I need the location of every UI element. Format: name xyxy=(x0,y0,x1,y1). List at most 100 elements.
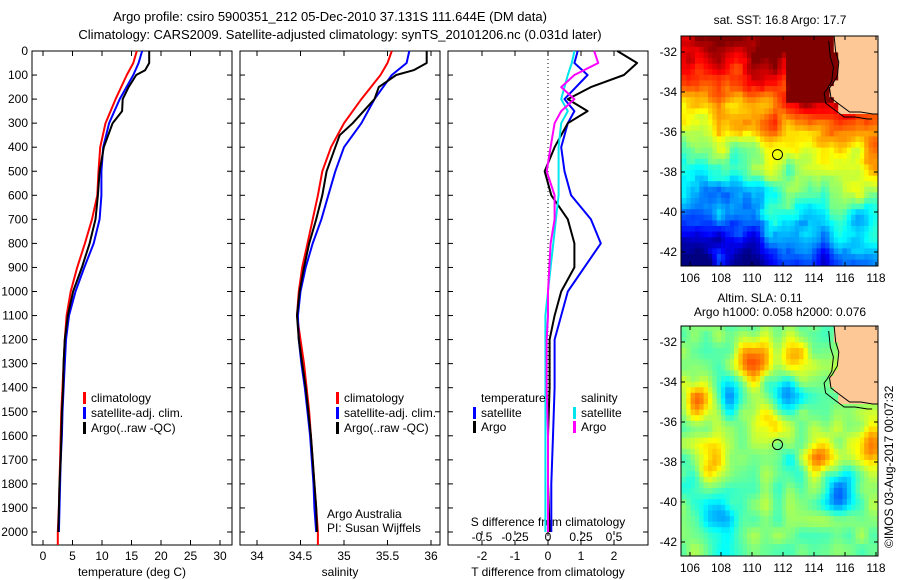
heatmap-cell xyxy=(755,510,761,517)
heatmap-cell xyxy=(838,353,843,360)
heatmap-cell xyxy=(855,448,861,455)
heatmap-cell xyxy=(803,102,809,109)
heatmap-cell xyxy=(794,198,800,205)
heatmap-cell xyxy=(751,392,757,399)
heatmap-cell xyxy=(872,420,878,427)
heatmap-cell xyxy=(721,198,726,205)
heatmap-cell xyxy=(799,398,804,405)
heatmap-cell xyxy=(703,426,709,433)
heatmap-cell xyxy=(699,387,705,394)
heatmap-cell xyxy=(807,192,813,199)
heatmap-cell xyxy=(712,454,718,461)
heatmap-cell xyxy=(695,181,700,188)
heatmap-cell xyxy=(851,544,856,551)
heatmap-cell xyxy=(738,164,744,171)
heatmap-cell xyxy=(681,198,687,205)
heatmap-cell xyxy=(868,443,874,450)
heatmap-cell xyxy=(829,527,835,534)
heatmap-cell xyxy=(690,130,696,137)
heatmap-cell xyxy=(803,342,809,349)
heatmap-cell xyxy=(868,376,874,383)
heatmap-cell xyxy=(703,336,709,343)
heatmap-cell xyxy=(864,488,869,495)
heatmap-cell xyxy=(721,91,726,98)
heatmap-cell xyxy=(695,326,700,327)
heatmap-cell xyxy=(799,437,804,444)
heatmap-cell xyxy=(681,404,687,411)
heatmap-cell xyxy=(773,493,778,500)
heatmap-cell xyxy=(695,504,700,511)
heatmap-cell xyxy=(838,147,843,154)
heatmap-cell xyxy=(833,142,839,149)
heatmap-cell xyxy=(807,504,813,511)
heatmap-cell xyxy=(747,108,752,115)
heatmap-cell xyxy=(681,119,687,126)
heatmap-cell xyxy=(829,392,835,399)
heatmap-cell xyxy=(721,381,726,388)
heatmap-cell xyxy=(755,203,761,210)
heatmap-cell xyxy=(734,499,739,506)
heatmap-cell xyxy=(825,443,830,450)
heatmap-cell xyxy=(725,209,731,216)
heatmap-cell xyxy=(859,420,865,427)
heatmap-cell xyxy=(734,102,739,109)
heatmap-cell xyxy=(833,231,839,238)
heatmap-cell xyxy=(868,220,874,227)
heatmap-cell xyxy=(729,359,735,366)
heatmap-cell xyxy=(829,336,835,343)
heatmap-cell xyxy=(742,237,748,244)
heatmap-cell xyxy=(807,370,813,377)
series-group xyxy=(56,50,151,545)
heatmap-cell xyxy=(721,387,726,394)
heatmap-cell xyxy=(703,348,709,355)
heatmap-cell xyxy=(764,493,770,500)
heatmap-cell xyxy=(807,476,813,483)
temperature-profile-panel: 0100200300400500600700800900100011001200… xyxy=(1,44,233,579)
heatmap-cell xyxy=(838,549,843,556)
heatmap-cell xyxy=(794,448,800,455)
heatmap-cell xyxy=(760,46,765,53)
heatmap-cell xyxy=(690,192,696,199)
heatmap-cell xyxy=(764,248,770,255)
heatmap-cell xyxy=(812,153,817,160)
heatmap-cell xyxy=(690,415,696,422)
heatmap-cell xyxy=(777,336,783,343)
heatmap-cell xyxy=(842,326,848,327)
heatmap-cell xyxy=(833,493,839,500)
heatmap-cell xyxy=(681,476,683,483)
heatmap-cell xyxy=(846,443,852,450)
heatmap-cell xyxy=(859,237,865,244)
heatmap-cell xyxy=(859,170,865,177)
heatmap-cell xyxy=(755,119,761,126)
heatmap-cell xyxy=(751,415,757,422)
heatmap-cell xyxy=(807,326,813,327)
heatmap-cell xyxy=(799,97,804,104)
heatmap-cell xyxy=(734,443,739,450)
heatmap-cell xyxy=(708,226,713,233)
heatmap-cell xyxy=(812,499,817,506)
heatmap-cell xyxy=(747,465,752,472)
heatmap-cell xyxy=(777,46,783,53)
heatmap-cell xyxy=(820,336,826,343)
heatmap-cell xyxy=(799,192,804,199)
heatmap-cell xyxy=(786,331,791,338)
heatmap-cell xyxy=(725,74,731,81)
heatmap-cell xyxy=(725,432,731,439)
heatmap-cell xyxy=(812,476,817,483)
heatmap-cell xyxy=(842,254,848,261)
heatmap-cell xyxy=(690,102,696,109)
heatmap-cell xyxy=(681,516,687,523)
heatmap-cell xyxy=(695,460,700,467)
heatmap-cell xyxy=(872,476,878,483)
heatmap-cell xyxy=(807,52,813,59)
heatmap-cell xyxy=(799,499,804,506)
heatmap-cell xyxy=(777,398,783,405)
heatmap-cell xyxy=(812,488,817,495)
heatmap-cell xyxy=(833,186,839,193)
heatmap-cell xyxy=(825,532,830,539)
heatmap-cell xyxy=(764,231,770,238)
x-tick-label: 116 xyxy=(835,561,854,575)
heatmap-cell xyxy=(681,259,683,266)
heatmap-cell xyxy=(760,493,765,500)
heatmap-cell xyxy=(734,192,739,199)
